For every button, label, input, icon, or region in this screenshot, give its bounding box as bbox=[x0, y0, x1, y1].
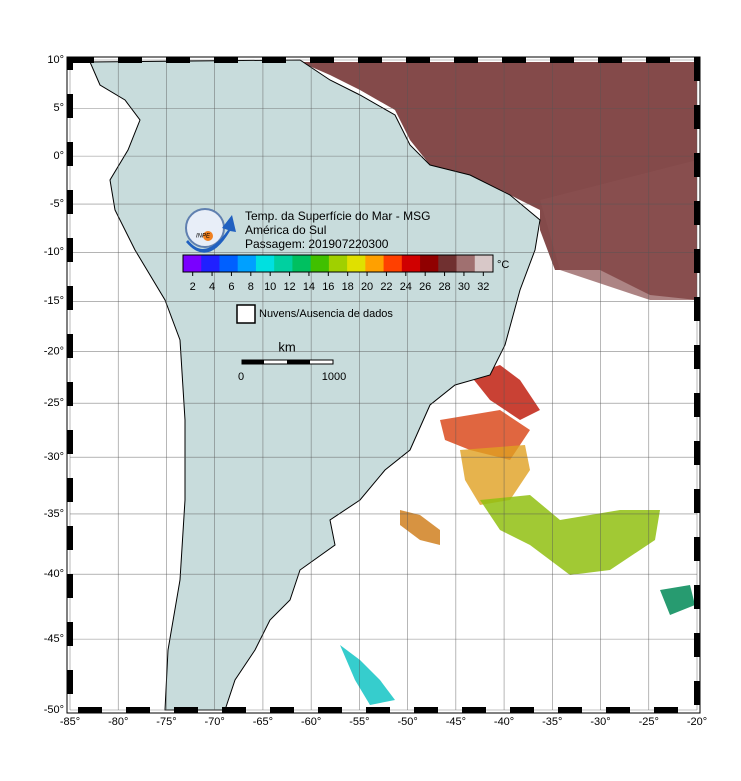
lon-tick-label: -75° bbox=[156, 716, 176, 728]
lat-tick-label: -5° bbox=[50, 198, 64, 210]
lon-tick-label: -45° bbox=[446, 716, 466, 728]
logo-sun bbox=[203, 231, 213, 241]
lat-tick-label: -20° bbox=[44, 345, 64, 357]
logo-globe bbox=[185, 208, 225, 248]
colorbar-segment bbox=[255, 255, 275, 272]
legend-label: Nuvens/Ausencia de dados bbox=[259, 308, 393, 320]
colorbar-tick-label: 8 bbox=[248, 281, 254, 293]
frame-outline bbox=[66, 56, 701, 714]
lat-tick-label: -30° bbox=[44, 451, 64, 463]
legend-swatch bbox=[236, 304, 256, 324]
colorbar-segment bbox=[183, 255, 202, 272]
colorbar-segment bbox=[438, 255, 458, 272]
colorbar-tick-label: 30 bbox=[458, 281, 470, 293]
colorbar-segment bbox=[274, 255, 293, 272]
lon-tick-label: -55° bbox=[349, 716, 369, 728]
lat-tick-label: -10° bbox=[44, 246, 64, 258]
lat-tick-label: -15° bbox=[44, 295, 64, 307]
region: América do Sul bbox=[245, 223, 326, 237]
colorbar-tick-label: 14 bbox=[303, 281, 315, 293]
pass-time: Passagem: 201907220300 bbox=[245, 237, 389, 251]
colorbar-tick-label: 32 bbox=[477, 281, 489, 293]
lat-tick-label: -40° bbox=[44, 568, 64, 580]
logo-text: INPE bbox=[196, 234, 211, 240]
colorbar-segment bbox=[237, 255, 257, 272]
scale-start: 0 bbox=[238, 371, 244, 383]
colorbar-tick-label: 6 bbox=[228, 281, 234, 293]
sst-patches bbox=[300, 62, 697, 705]
colorbar-segment bbox=[328, 255, 348, 272]
lat-tick-label: -35° bbox=[44, 508, 64, 520]
colorbar-unit: °C bbox=[497, 259, 509, 271]
lon-tick-label: -35° bbox=[542, 716, 562, 728]
scale-bar bbox=[241, 359, 334, 365]
scale-end: 1000 bbox=[322, 371, 346, 383]
lon-tick-label: -85° bbox=[60, 716, 80, 728]
lat-tick-label: 10° bbox=[47, 54, 64, 66]
scale-bar-seg bbox=[242, 360, 264, 364]
lon-tick-label: -80° bbox=[108, 716, 128, 728]
colorbar: 2 4 6 8 10 12 14 16 18 20 22 24 26 28 30 32 bbox=[182, 254, 494, 293]
lat-tick-label: -50° bbox=[44, 704, 64, 716]
colorbar-tick-label: 24 bbox=[400, 281, 412, 293]
colorbar-segment bbox=[347, 255, 366, 272]
colorbar-segment bbox=[201, 255, 220, 272]
colorbar-segment bbox=[456, 255, 476, 272]
colorbar-segment bbox=[420, 255, 439, 272]
lon-tick-label: -20° bbox=[687, 716, 707, 728]
colorbar-segment bbox=[383, 255, 403, 272]
sst-patch bbox=[340, 645, 395, 705]
colorbar-segment bbox=[401, 255, 421, 272]
colorbar-segment bbox=[474, 255, 494, 272]
scale-unit: km bbox=[278, 339, 295, 354]
lat-tick-label: 5° bbox=[53, 102, 64, 114]
colorbar-tick-label: 2 bbox=[190, 281, 196, 293]
sst-patch bbox=[660, 585, 695, 615]
title: Temp. da Superfície do Mar - MSG bbox=[245, 209, 430, 223]
lon-tick-label: -60° bbox=[301, 716, 321, 728]
lat-tick-label: -25° bbox=[44, 397, 64, 409]
sst-patch bbox=[470, 365, 540, 420]
colorbar-segment bbox=[310, 255, 330, 272]
sst-patch bbox=[540, 160, 697, 300]
colorbar-tick-label: 10 bbox=[264, 281, 276, 293]
logo-arrow bbox=[186, 215, 236, 253]
colorbar-tick-label: 28 bbox=[438, 281, 450, 293]
colorbar-tick-label: 20 bbox=[361, 281, 373, 293]
sst-patch bbox=[400, 510, 440, 545]
lon-tick-label: -40° bbox=[494, 716, 514, 728]
lon-tick-label: -25° bbox=[639, 716, 659, 728]
lon-tick-label: -30° bbox=[590, 716, 610, 728]
logo: INPE bbox=[185, 208, 236, 253]
colorbar-tick-label: 18 bbox=[342, 281, 354, 293]
colorbar-segment bbox=[219, 255, 239, 272]
lat-tick-label: 0° bbox=[53, 150, 64, 162]
colorbar-tick-label: 16 bbox=[322, 281, 334, 293]
lon-tick-label: -50° bbox=[397, 716, 417, 728]
lat-tick-label: -45° bbox=[44, 633, 64, 645]
colorbar-segment bbox=[292, 255, 312, 272]
colorbar-tick-label: 26 bbox=[419, 281, 431, 293]
colorbar-segment bbox=[365, 255, 385, 272]
lon-tick-label: -65° bbox=[253, 716, 273, 728]
colorbar-border bbox=[182, 254, 494, 273]
sst-patch bbox=[480, 495, 660, 575]
sst-patch bbox=[460, 445, 530, 505]
colorbar-tick-label: 4 bbox=[209, 281, 215, 293]
colorbar-tick-label: 22 bbox=[380, 281, 392, 293]
colorbar-tick-label: 12 bbox=[283, 281, 295, 293]
frame bbox=[67, 57, 700, 713]
scale-bar-seg bbox=[287, 360, 310, 364]
lon-tick-label: -70° bbox=[205, 716, 225, 728]
